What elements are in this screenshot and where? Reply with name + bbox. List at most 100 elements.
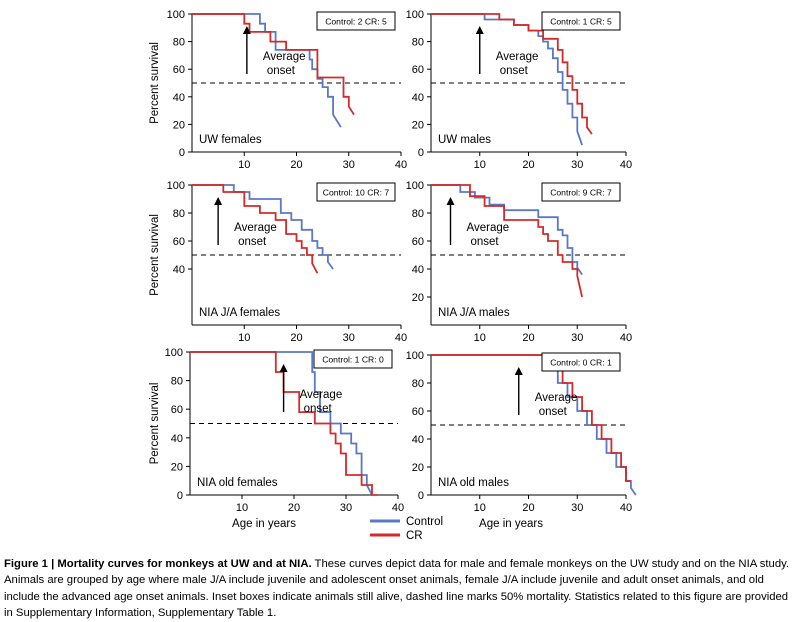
y-tick-label: 80 bbox=[171, 376, 183, 388]
x-tick-label: 30 bbox=[340, 502, 352, 514]
x-tick-label: 30 bbox=[571, 502, 583, 514]
x-tick-label: 30 bbox=[571, 159, 583, 171]
control-survival-line bbox=[431, 184, 583, 276]
y-tick-label: 80 bbox=[412, 37, 424, 49]
survival-panel: 40 60 80 100 10 20 30 40 Control: 10 CR: 7 Averag… bbox=[167, 180, 407, 344]
x-tick-label: 30 bbox=[343, 332, 355, 344]
onset-label: onset bbox=[267, 65, 296, 77]
x-tick-label: 20 bbox=[290, 159, 302, 171]
x-tick-label: 10 bbox=[238, 159, 250, 171]
onset-label: Average bbox=[496, 51, 539, 63]
y-tick-label: 20 bbox=[412, 462, 424, 474]
y-tick-label: 20 bbox=[171, 461, 183, 473]
figure-caption: Figure 1 | Mortality curves for monkeys … bbox=[4, 556, 796, 622]
x-tick-label: 30 bbox=[571, 332, 583, 344]
x-tick-label: 10 bbox=[236, 502, 248, 514]
y-tick-label: 40 bbox=[412, 92, 424, 104]
y-tick-label: 100 bbox=[406, 180, 424, 192]
y-tick-label: 100 bbox=[165, 347, 183, 359]
y-tick-label: 0 bbox=[179, 147, 185, 159]
panel-title: NIA old males bbox=[438, 477, 509, 489]
inset-box bbox=[313, 349, 393, 369]
x-tick-label: 40 bbox=[395, 159, 407, 171]
x-tick-label: 10 bbox=[474, 159, 486, 171]
onset-label: onset bbox=[304, 403, 333, 415]
x-tick-label: 20 bbox=[522, 332, 534, 344]
inset-label: Control: 1 CR: 5 bbox=[550, 17, 612, 27]
control-survival-line bbox=[190, 351, 373, 496]
x-tick-label: 20 bbox=[522, 502, 534, 514]
panel-title: UW males bbox=[438, 134, 491, 146]
onset-label: Average bbox=[300, 389, 343, 401]
y-tick-label: 60 bbox=[173, 236, 185, 248]
y-tick-label: 100 bbox=[167, 9, 185, 21]
x-tick-label: 40 bbox=[392, 502, 404, 514]
inset-label: Control: 9 CR: 7 bbox=[550, 188, 612, 198]
inset-box bbox=[541, 352, 621, 372]
y-tick-label: 60 bbox=[173, 64, 185, 76]
x-tick-label: 20 bbox=[522, 159, 534, 171]
inset-box bbox=[541, 182, 621, 202]
inset-label: Control: 0 CR: 1 bbox=[550, 358, 612, 368]
y-tick-label: 0 bbox=[418, 147, 424, 159]
onset-label: onset bbox=[539, 406, 568, 418]
caption-title: Figure 1 | Mortality curves for monkeys … bbox=[4, 558, 312, 570]
onset-label: Average bbox=[263, 51, 306, 63]
y-tick-label: 100 bbox=[406, 9, 424, 21]
x-tick-label: 20 bbox=[288, 502, 300, 514]
y-tick-label: 40 bbox=[412, 264, 424, 276]
cr-survival-line bbox=[431, 354, 631, 482]
x-tick-label: 30 bbox=[343, 159, 355, 171]
onset-label: Average bbox=[535, 392, 578, 404]
y-tick-label: 60 bbox=[412, 64, 424, 76]
y-axis-label: Percent survival bbox=[149, 42, 161, 124]
x-tick-label: 40 bbox=[395, 332, 407, 344]
onset-label: onset bbox=[500, 65, 529, 77]
inset-label: Control: 2 CR: 5 bbox=[325, 17, 387, 27]
cr-survival-line bbox=[192, 13, 355, 116]
y-tick-label: 60 bbox=[412, 406, 424, 418]
onset-label: onset bbox=[471, 236, 500, 248]
survival-panel: 0 20 40 60 80 100 10 20 30 40 Control: 0 CR: 1 Aver… bbox=[406, 350, 637, 514]
y-tick-label: 0 bbox=[177, 490, 183, 502]
inset-label: Control: 1 CR: 0 bbox=[322, 355, 384, 365]
y-tick-label: 40 bbox=[173, 92, 185, 104]
onset-label: Average bbox=[234, 222, 277, 234]
y-tick-label: 40 bbox=[412, 434, 424, 446]
inset-box bbox=[316, 11, 396, 31]
y-tick-label: 40 bbox=[171, 433, 183, 445]
panel-title: NIA old females bbox=[197, 477, 278, 489]
caption-body: These curves depict data for male and fe… bbox=[4, 558, 790, 620]
y-tick-label: 80 bbox=[173, 37, 185, 49]
y-tick-label: 20 bbox=[173, 119, 185, 131]
cr-survival-line bbox=[431, 184, 583, 298]
survival-panel: 0 20 40 60 80 100 10 20 30 40 Control: 1 CR: 0 Aver… bbox=[165, 347, 404, 514]
x-tick-label: 40 bbox=[620, 332, 632, 344]
panel-title: UW females bbox=[199, 134, 262, 146]
y-tick-label: 0 bbox=[418, 490, 424, 502]
x-axis-label: Age in years bbox=[479, 518, 543, 530]
legend-label: Control bbox=[406, 516, 443, 528]
y-tick-label: 60 bbox=[171, 404, 183, 416]
y-tick-label: 80 bbox=[412, 378, 424, 390]
inset-box bbox=[316, 182, 396, 202]
y-tick-label: 100 bbox=[406, 350, 424, 362]
panel-title: NIA J/A females bbox=[199, 307, 280, 319]
control-survival-line bbox=[431, 13, 583, 146]
onset-label: onset bbox=[238, 236, 267, 248]
panel-title: NIA J/A males bbox=[438, 307, 510, 319]
inset-label: Control: 10 CR: 7 bbox=[323, 188, 390, 198]
survival-panel: 0 20 40 60 80 100 10 20 30 40 Control: 1 CR: 5 Aver… bbox=[406, 9, 632, 171]
onset-label: Average bbox=[467, 222, 510, 234]
x-tick-label: 20 bbox=[290, 332, 302, 344]
y-tick-label: 80 bbox=[173, 208, 185, 220]
y-tick-label: 20 bbox=[412, 292, 424, 304]
x-tick-label: 10 bbox=[474, 332, 486, 344]
x-tick-label: 40 bbox=[620, 502, 632, 514]
control-survival-line bbox=[192, 184, 334, 270]
x-tick-label: 10 bbox=[238, 332, 250, 344]
y-tick-label: 40 bbox=[173, 264, 185, 276]
cr-survival-line bbox=[192, 184, 319, 274]
y-axis-label: Percent survival bbox=[149, 383, 161, 465]
